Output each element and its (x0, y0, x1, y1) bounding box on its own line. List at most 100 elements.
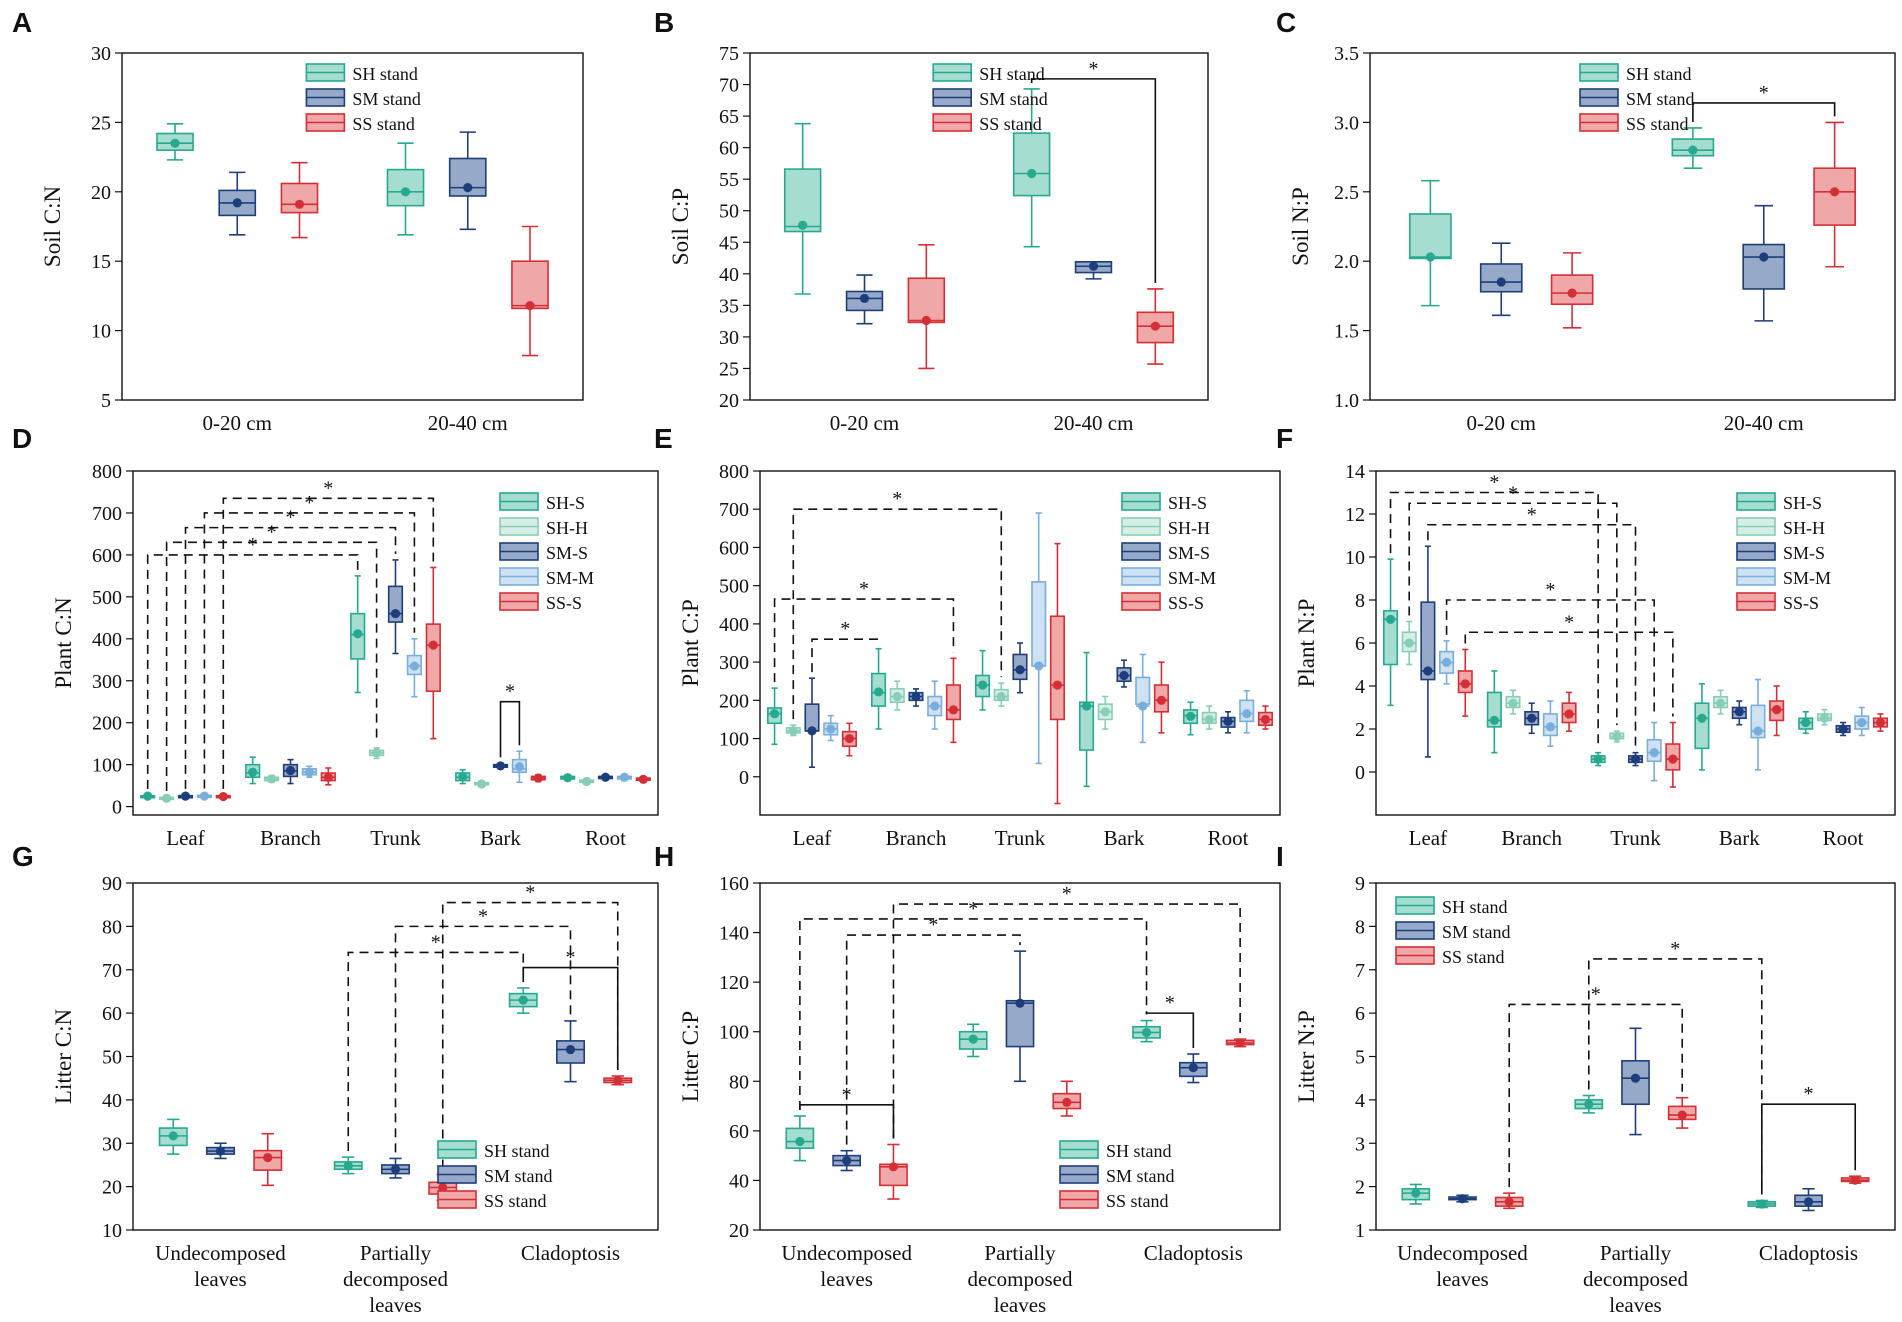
mean-point (1753, 726, 1763, 736)
legend-label: SS stand (979, 114, 1042, 134)
panel-b: B 20 25 30 35 40 45 50 55 60 65 70 75 Soil C:P 0-20 cm… (654, 7, 1209, 435)
significance-bracket (1408, 502, 1618, 726)
mean-point (1496, 277, 1506, 287)
legend-label: SH stand (1442, 897, 1508, 917)
box-sm-m (196, 791, 213, 801)
y-tick-label: 1 (1355, 1220, 1365, 1242)
significance-star: * (1564, 611, 1574, 633)
mean-point (1081, 701, 1092, 711)
y-tick-label: 200 (719, 690, 749, 712)
mean-point (968, 1034, 978, 1044)
panel-i: I 1 2 3 4 5 6 7 8 9 Litter N:P Undecomposed leaves Pa… (1276, 841, 1896, 1317)
y-axis-label: Litter N:P (1294, 1010, 1319, 1103)
mean-point (1385, 614, 1396, 624)
significance-star: * (1804, 1083, 1814, 1105)
y-tick-label: 400 (92, 629, 122, 651)
mean-point (1242, 709, 1252, 719)
mean-point (1204, 714, 1214, 725)
mean-point (788, 726, 798, 736)
y-tick-label: 10 (102, 1220, 122, 1242)
significance-star: * (267, 521, 277, 543)
x-tick-label: Branch (1501, 826, 1562, 850)
panel-label: B (654, 7, 674, 38)
x-tick-label: Partially decomposed leaves (343, 1241, 448, 1317)
y-tick-label: 10 (1345, 547, 1365, 569)
box-sm-s (908, 688, 924, 707)
y-tick-label: 800 (92, 461, 122, 483)
mean-point (390, 609, 401, 619)
significance-bracket (1508, 1003, 1684, 1188)
mean-point (565, 1044, 576, 1055)
x-tick-label: Leaf (793, 826, 831, 850)
box-sm-m (1031, 512, 1047, 765)
box-sm-m (301, 765, 318, 779)
mean-point (948, 705, 959, 715)
significance-bracket (347, 951, 525, 1152)
box-sm-stand (832, 1149, 862, 1172)
panel-label: G (12, 841, 34, 872)
mean-point (1223, 716, 1233, 726)
significance-bracket (165, 541, 378, 791)
box-sm-m (1646, 721, 1662, 782)
box-ss-s (1153, 661, 1169, 734)
plot-frame (749, 52, 1209, 401)
box-sm-s (492, 761, 509, 771)
mean-point (1630, 1073, 1641, 1083)
legend-label: SS stand (1626, 114, 1689, 134)
y-tick-label: 80 (729, 1071, 749, 1093)
significance-star: * (1670, 938, 1680, 960)
x-tick-label: 20-40 cm (428, 411, 508, 435)
box-sh-stand (958, 1023, 988, 1058)
legend-label: SS stand (1442, 947, 1505, 967)
mean-point (1801, 717, 1811, 728)
legend-label: SH-H (1783, 518, 1825, 538)
mean-point (248, 767, 258, 777)
box-sh-h (1505, 689, 1521, 715)
box-ss-stand (253, 1132, 283, 1187)
box-sh-s (1079, 651, 1095, 788)
significance-star: * (840, 618, 850, 640)
mean-point (1034, 661, 1044, 671)
mean-point (1734, 707, 1744, 717)
panel-f: F 0 2 4 6 8 10 12 14 Plant N:P Leaf Branch Trunk Bark… (1276, 423, 1896, 850)
significance-star: * (1545, 579, 1555, 601)
y-axis-label: Litter C:N (51, 1009, 76, 1105)
y-tick-label: 25 (719, 358, 739, 380)
box-ss-stand (907, 243, 946, 370)
box-ss-s (1457, 648, 1473, 717)
box-iqr (1012, 132, 1051, 197)
y-tick-label: 60 (729, 1121, 749, 1143)
y-tick-label: 20 (102, 1177, 122, 1199)
mean-point (1119, 670, 1129, 681)
y-tick-label: 400 (719, 614, 749, 636)
y-tick-label: 500 (92, 587, 122, 609)
box-sh-h (263, 774, 280, 784)
mean-point (1027, 168, 1037, 179)
box-sm-stand (1074, 261, 1113, 280)
box-ss-stand (1052, 1080, 1082, 1117)
mean-point (463, 183, 473, 193)
legend-label: SM stand (352, 89, 421, 109)
box-sm-stand (1742, 204, 1786, 322)
x-tick-label: Undecomposed leaves (155, 1241, 286, 1291)
significance-bracket (1760, 1103, 1857, 1195)
mean-point (859, 293, 870, 304)
legend: SH stand SM stand SS stand (1579, 63, 1695, 134)
mean-point (613, 1075, 623, 1085)
box-ss-s (1769, 685, 1785, 737)
y-tick-label: 70 (102, 960, 122, 982)
significance-bracket (146, 554, 359, 789)
significance-star: * (248, 534, 258, 556)
y-tick-label: 8 (1355, 590, 1365, 612)
x-tick-label: Branch (260, 826, 321, 850)
y-tick-label: 90 (102, 873, 122, 895)
significance-bracket (1692, 102, 1836, 122)
y-tick-label: 14 (1345, 461, 1365, 483)
mean-point (1830, 187, 1840, 197)
legend-label: SM stand (484, 1166, 553, 1186)
box-sm-stand (380, 1157, 411, 1179)
y-tick-label: 15 (91, 251, 111, 273)
box-sm-stand (205, 1142, 236, 1160)
y-tick-label: 3 (1355, 1133, 1365, 1155)
significance-bracket (222, 497, 435, 789)
